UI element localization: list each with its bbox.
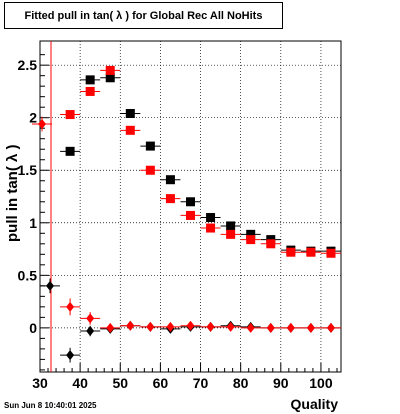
data-point — [66, 301, 75, 312]
data-point — [226, 221, 236, 231]
y-tick-label: 2.5 — [18, 57, 38, 73]
x-tick-label: 70 — [193, 375, 209, 391]
data-point — [145, 141, 155, 151]
data-point — [186, 210, 195, 220]
data-point — [165, 175, 175, 185]
data-point — [326, 248, 336, 258]
data-point — [286, 247, 296, 257]
y-tick-label: 0 — [29, 320, 37, 336]
timestamp: Sun Jun 8 10:40:01 2025 — [4, 401, 97, 410]
data-point — [226, 229, 236, 239]
data-point — [65, 110, 75, 120]
axis-ticks: 30 40 50 60 70 80 90 100 0 0.5 1 1.5 2 2.5 — [18, 54, 338, 391]
data-point — [166, 321, 175, 332]
y-tick-label: 0.5 — [18, 267, 38, 283]
data-point — [246, 229, 256, 239]
y-tick-label: 1 — [29, 215, 37, 231]
grid — [39, 41, 341, 372]
data-point — [246, 235, 256, 245]
x-tick-label: 80 — [233, 375, 249, 391]
y-axis-label: pull in tan( λ ) — [4, 144, 21, 243]
y-tick-label: 1.5 — [18, 162, 38, 178]
data-point — [106, 322, 115, 333]
data-point — [165, 194, 175, 204]
data-point — [326, 322, 335, 333]
data-point — [226, 321, 235, 332]
data-point — [206, 321, 215, 332]
data-point — [46, 280, 55, 291]
data-point — [266, 239, 276, 249]
chart-title: Fitted pull in tan( λ ) for Global Rec A… — [24, 10, 263, 22]
data-point — [206, 223, 216, 233]
data-point — [126, 320, 135, 331]
data-point — [125, 125, 135, 135]
data-point — [186, 320, 195, 331]
data-point — [306, 322, 315, 333]
data-point — [66, 350, 75, 361]
data-point — [306, 247, 316, 257]
x-axis-label: Quality — [290, 396, 338, 412]
data-point — [105, 65, 115, 75]
data-point — [86, 313, 95, 324]
data-point — [105, 73, 115, 83]
data-point — [266, 322, 275, 333]
x-tick-label: 90 — [273, 375, 289, 391]
title-box: Fitted pull in tan( λ ) for Global Rec A… — [4, 2, 283, 29]
x-tick-label: 30 — [32, 375, 48, 391]
y-tick-label: 2 — [29, 110, 37, 126]
x-tick-label: 100 — [309, 375, 333, 391]
x-tick-label: 60 — [153, 375, 169, 391]
data-point — [246, 322, 255, 333]
data-point — [286, 322, 295, 333]
data-point — [85, 86, 95, 96]
data-point — [186, 197, 195, 207]
data-marks — [32, 65, 341, 363]
data-point — [145, 165, 155, 175]
x-tick-label: 50 — [112, 375, 128, 391]
data-point — [65, 146, 75, 156]
data-point — [85, 75, 95, 85]
data-point — [146, 321, 155, 332]
data-point — [86, 326, 95, 337]
data-point — [38, 119, 47, 130]
data-point — [125, 109, 135, 119]
x-tick-label: 40 — [72, 375, 88, 391]
data-point — [206, 213, 216, 223]
